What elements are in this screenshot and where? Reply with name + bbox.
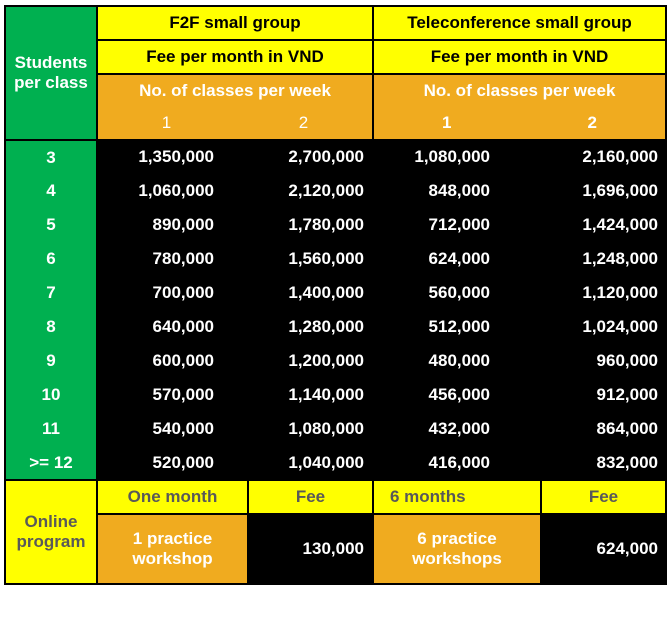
table-row: 11 540,000 1,080,000 432,000 864,000: [4, 411, 667, 447]
tele-classes-label: No. of classes per week: [372, 73, 667, 107]
tele-count-2: 2: [587, 113, 597, 132]
fee-label-2: Fee: [540, 479, 667, 515]
tele-2-fee: 1,024,000: [540, 309, 667, 345]
one-month-label: One month: [96, 479, 249, 515]
students-cell: >= 12: [4, 446, 98, 480]
f2f-1-fee: 700,000: [96, 275, 249, 311]
f2f-count-1: 1: [161, 113, 172, 132]
students-cell: 9: [4, 344, 98, 378]
fee-table: Students per class F2F small group Telec…: [4, 5, 667, 585]
students-cell: 3: [4, 140, 98, 174]
tele-1-fee: 712,000: [372, 207, 542, 243]
one-workshop-fee: 130,000: [247, 513, 374, 585]
f2f-count-2: 2: [298, 113, 309, 132]
students-cell: 4: [4, 174, 98, 208]
tele-1-fee: 456,000: [372, 377, 542, 413]
tele-1-fee: 624,000: [372, 241, 542, 277]
f2f-1-fee: 600,000: [96, 343, 249, 379]
f2f-1-fee: 1,350,000: [96, 139, 249, 175]
tele-2-fee: 1,424,000: [540, 207, 667, 243]
tele-2-fee: 1,248,000: [540, 241, 667, 277]
fee-label-1: Fee: [247, 479, 374, 515]
tele-2-fee: 832,000: [540, 445, 667, 481]
table-row: 7 700,000 1,400,000 560,000 1,120,000: [4, 275, 667, 311]
tele-2-fee: 1,120,000: [540, 275, 667, 311]
students-cell: 8: [4, 310, 98, 344]
f2f-2-fee: 1,400,000: [247, 275, 374, 311]
f2f-group-header: F2F small group: [96, 5, 374, 41]
tele-2-fee: 2,160,000: [540, 139, 667, 175]
f2f-1-fee: 540,000: [96, 411, 249, 447]
f2f-2-fee: 2,120,000: [247, 173, 374, 209]
f2f-2-fee: 1,560,000: [247, 241, 374, 277]
f2f-1-fee: 780,000: [96, 241, 249, 277]
students-cell: 7: [4, 276, 98, 310]
f2f-2-fee: 1,140,000: [247, 377, 374, 413]
table-row: 9 600,000 1,200,000 480,000 960,000: [4, 343, 667, 379]
f2f-1-fee: 1,060,000: [96, 173, 249, 209]
six-workshops-fee: 624,000: [540, 513, 667, 585]
tele-2-fee: 1,696,000: [540, 173, 667, 209]
tele-count-1: 1: [442, 113, 452, 132]
table-row: 5 890,000 1,780,000 712,000 1,424,000: [4, 207, 667, 243]
tele-1-fee: 480,000: [372, 343, 542, 379]
f2f-2-fee: 1,080,000: [247, 411, 374, 447]
f2f-2-fee: 1,200,000: [247, 343, 374, 379]
students-cell: 10: [4, 378, 98, 412]
f2f-1-fee: 520,000: [96, 445, 249, 481]
students-per-class-header: Students per class: [4, 5, 98, 141]
tele-fee-label: Fee per month in VND: [372, 39, 667, 75]
f2f-1-fee: 890,000: [96, 207, 249, 243]
tele-group-header: Teleconference small group: [372, 5, 667, 41]
tele-2-fee: 960,000: [540, 343, 667, 379]
tele-1-fee: 416,000: [372, 445, 542, 481]
tele-2-fee: 864,000: [540, 411, 667, 447]
tele-1-fee: 432,000: [372, 411, 542, 447]
f2f-fee-label: Fee per month in VND: [96, 39, 374, 75]
f2f-2-fee: 1,040,000: [247, 445, 374, 481]
f2f-1-fee: 640,000: [96, 309, 249, 345]
six-workshops-label: 6 practice workshops: [372, 513, 542, 585]
tele-2-fee: 912,000: [540, 377, 667, 413]
f2f-2-fee: 1,780,000: [247, 207, 374, 243]
tele-1-fee: 512,000: [372, 309, 542, 345]
f2f-classes-label: No. of classes per week: [96, 73, 374, 107]
tele-1-fee: 848,000: [372, 173, 542, 209]
f2f-2-fee: 2,700,000: [247, 139, 374, 175]
table-row: 3 1,350,000 2,700,000 1,080,000 2,160,000: [4, 139, 667, 175]
students-cell: 11: [4, 412, 98, 446]
online-program-label: Online program: [4, 479, 98, 585]
tele-1-fee: 560,000: [372, 275, 542, 311]
table-row: 10 570,000 1,140,000 456,000 912,000: [4, 377, 667, 413]
table-row: 4 1,060,000 2,120,000 848,000 1,696,000: [4, 173, 667, 209]
table-row: >= 12 520,000 1,040,000 416,000 832,000: [4, 445, 667, 481]
one-workshop-label: 1 practice workshop: [96, 513, 249, 585]
table-row: 6 780,000 1,560,000 624,000 1,248,000: [4, 241, 667, 277]
six-months-label: 6 months: [372, 479, 542, 515]
students-cell: 5: [4, 208, 98, 242]
tele-1-fee: 1,080,000: [372, 139, 542, 175]
table-row: 8 640,000 1,280,000 512,000 1,024,000: [4, 309, 667, 345]
f2f-1-fee: 570,000: [96, 377, 249, 413]
f2f-2-fee: 1,280,000: [247, 309, 374, 345]
students-cell: 6: [4, 242, 98, 276]
